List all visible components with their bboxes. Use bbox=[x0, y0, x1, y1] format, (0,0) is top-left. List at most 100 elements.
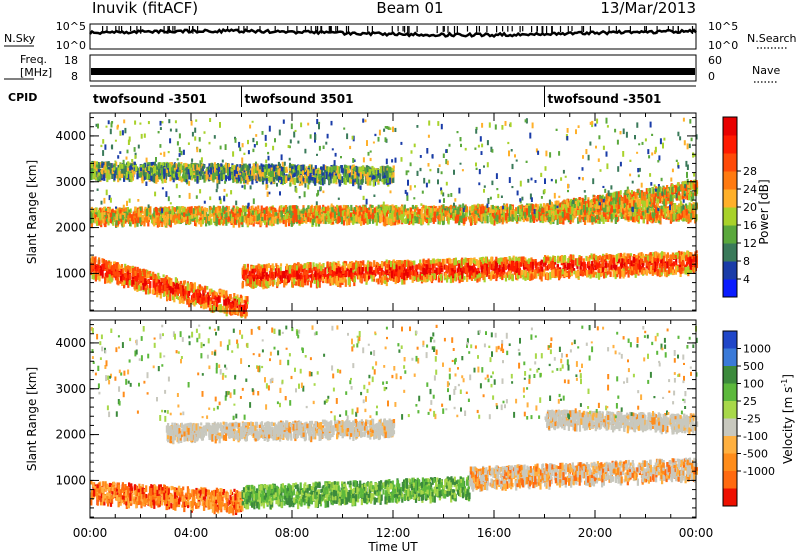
echo-cell bbox=[215, 300, 218, 307]
echo-cell bbox=[104, 276, 107, 284]
echo-cell bbox=[495, 262, 498, 267]
echo-cell bbox=[229, 302, 232, 307]
echo-cell bbox=[573, 270, 576, 275]
echo-cell bbox=[604, 262, 607, 269]
echo-cell bbox=[217, 295, 220, 302]
echo-cell bbox=[564, 264, 567, 269]
echo-cell bbox=[164, 284, 167, 292]
echo-cell bbox=[563, 255, 566, 261]
echo-cell bbox=[540, 271, 543, 277]
echo-cell bbox=[608, 254, 611, 260]
echo-cell bbox=[453, 259, 456, 266]
echo-cell bbox=[397, 270, 400, 278]
echo-cell bbox=[106, 267, 109, 272]
echo-cell bbox=[568, 256, 571, 262]
nave-tick-bottom: 0 bbox=[708, 70, 715, 83]
echo-cell bbox=[328, 266, 331, 272]
echo-cell bbox=[476, 275, 479, 283]
echo-cell bbox=[638, 265, 642, 273]
echo-cell bbox=[641, 263, 644, 268]
echo-cell bbox=[462, 258, 465, 265]
echo-cell bbox=[623, 252, 626, 257]
echo-cell bbox=[288, 266, 291, 274]
echo-cell bbox=[485, 256, 488, 264]
echo-cell bbox=[507, 265, 510, 269]
echo-cell bbox=[97, 264, 100, 269]
echo-cell bbox=[384, 275, 387, 281]
echo-cell bbox=[401, 277, 404, 285]
noise-strip: N.Sky 10^5 10^0 10^5 10^0 N.Search bbox=[4, 20, 797, 52]
echo-cell bbox=[225, 298, 228, 306]
echo-cell bbox=[399, 260, 402, 266]
echo-cell bbox=[257, 278, 260, 286]
echo-cell bbox=[403, 265, 406, 269]
echo-cell bbox=[150, 276, 153, 280]
echo-cell bbox=[274, 208, 277, 212]
echo-cell bbox=[157, 285, 160, 293]
echo-cell bbox=[513, 268, 516, 275]
echo-cell bbox=[451, 276, 455, 283]
echo-cell bbox=[674, 254, 677, 259]
echo-cell bbox=[495, 256, 498, 262]
echo-cell bbox=[260, 276, 263, 280]
freq-label-line1: Freq. bbox=[20, 53, 47, 66]
echo-cell bbox=[480, 266, 483, 273]
echo-cell bbox=[554, 256, 557, 263]
echo-cell bbox=[605, 254, 609, 260]
echo-cell bbox=[259, 280, 262, 287]
echo-cell bbox=[688, 266, 691, 274]
echo-cell bbox=[544, 265, 547, 271]
echo-cell bbox=[593, 253, 596, 258]
echo-cell bbox=[192, 293, 195, 298]
echo-cell bbox=[469, 270, 472, 275]
nsky-tick-top: 10^5 bbox=[56, 20, 86, 33]
echo-cell bbox=[140, 278, 143, 285]
echo-cell bbox=[468, 271, 472, 279]
echo-cell bbox=[497, 258, 500, 265]
echo-cell bbox=[110, 277, 113, 283]
echo-cell bbox=[312, 215, 315, 219]
echo-cell bbox=[179, 285, 183, 291]
echo-cell bbox=[108, 274, 111, 281]
echo-cell bbox=[538, 269, 541, 273]
echo-cell bbox=[472, 273, 475, 279]
echo-cell bbox=[344, 261, 347, 265]
echo-cell bbox=[277, 278, 280, 286]
echo-cell bbox=[227, 206, 231, 210]
echo-cell bbox=[470, 274, 474, 281]
echo-cell bbox=[296, 273, 299, 280]
echo-cell bbox=[364, 267, 368, 273]
echo-cell bbox=[242, 307, 246, 314]
echo-cell bbox=[464, 265, 467, 274]
echo-cell bbox=[515, 256, 518, 264]
echo-cell bbox=[443, 258, 446, 265]
echo-cell bbox=[98, 271, 101, 278]
echo-cell bbox=[113, 264, 116, 272]
echo-cell bbox=[515, 266, 518, 274]
echo-cell bbox=[562, 262, 565, 266]
echo-cell bbox=[225, 290, 228, 298]
echo-cell bbox=[234, 300, 237, 306]
echo-cell bbox=[134, 270, 137, 277]
echo-cell bbox=[300, 265, 303, 269]
echo-cell bbox=[547, 257, 550, 261]
echo-cell bbox=[116, 269, 119, 277]
cpid-segment-label: twofsound -3501 bbox=[93, 92, 207, 106]
echo-cell bbox=[679, 260, 682, 268]
echo-cell bbox=[91, 256, 94, 262]
echo-cell bbox=[659, 254, 662, 262]
echo-cell bbox=[339, 279, 342, 288]
echo-cell bbox=[639, 261, 643, 265]
echo-cell bbox=[515, 261, 518, 269]
echo-cell bbox=[610, 264, 613, 270]
echo-cell bbox=[244, 307, 247, 312]
echo-cell bbox=[93, 257, 96, 265]
echo-cell bbox=[499, 268, 502, 277]
echo-cell bbox=[663, 251, 666, 259]
nsearch-tick-top: 10^5 bbox=[708, 20, 738, 33]
echo-cell bbox=[593, 263, 596, 268]
echo-cell bbox=[533, 259, 536, 266]
echo-cell bbox=[569, 254, 572, 262]
echo-cell bbox=[300, 279, 303, 287]
echo-cell bbox=[681, 267, 684, 271]
